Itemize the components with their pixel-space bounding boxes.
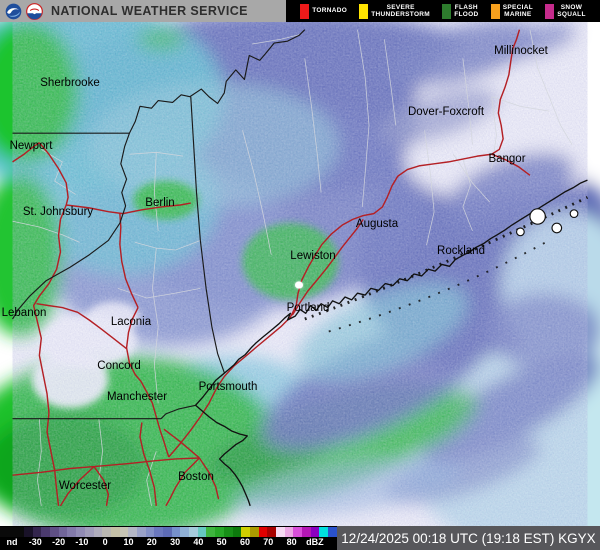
colorbar-label-80: 80: [286, 537, 297, 547]
nws-logo-icon: [26, 2, 43, 20]
reflectivity-colorbar: nd -30 -20 -10 0 10 20 30 40 50 60 70 80 dBZ: [0, 526, 337, 550]
header-brand: NATIONAL WEATHER SERVICE: [0, 0, 286, 22]
colorbar-label-30: 30: [170, 537, 181, 547]
header-bar: NATIONAL WEATHER SERVICE TORNADO SEVERE T…: [0, 0, 600, 22]
colorbar-cell: [0, 527, 24, 537]
colorbar-cell: [163, 527, 172, 537]
colorbar-cell: [302, 527, 311, 537]
special-marine-swatch: [490, 3, 500, 19]
radar-precipitation-layer: [0, 22, 600, 526]
colorbar-label-10: 10: [123, 537, 134, 547]
colorbar-cell: [223, 527, 233, 537]
colorbar-cell: [76, 527, 85, 537]
highways: [12, 29, 531, 507]
colorbar-label-40: 40: [193, 537, 204, 547]
legend-item-tornado: TORNADO: [300, 3, 348, 19]
colorbar-cell: [275, 527, 285, 537]
colorbar-label-60: 60: [239, 537, 251, 547]
snow-squall-label: SNOW SQUALL: [557, 3, 586, 18]
colorbar-cell: [189, 527, 198, 537]
colorbar-label-dBZ: dBZ: [306, 537, 324, 547]
colorbar-cell: [58, 527, 68, 537]
colorbar-cell: [154, 527, 163, 537]
colorbar-label-0: 0: [102, 537, 108, 547]
colorbar-cell: [180, 527, 190, 537]
flash-flood-label: FLASH FLOOD: [454, 3, 479, 18]
colorbar-labels: nd -30 -20 -10 0 10 20 30 40 50 60 70 80 dBZ: [0, 537, 337, 550]
colorbar-cell: [197, 527, 207, 537]
tornado-swatch: [300, 3, 310, 19]
header-title: NATIONAL WEATHER SERVICE: [51, 4, 248, 18]
legend-item-flash-flood: FLASH FLOOD: [442, 3, 479, 19]
colorbar-cell: [67, 527, 77, 537]
colorbar-cell: [32, 527, 42, 537]
noise-overlay-dark: [12, 22, 588, 526]
flash-flood-swatch: [442, 3, 452, 19]
colorbar-label--30: -30: [28, 537, 42, 547]
tornado-label: TORNADO: [312, 7, 348, 15]
colorbar-cell: [171, 527, 181, 537]
legend-item-snow-squall: SNOW SQUALL: [545, 3, 586, 19]
colorbar-cell: [293, 527, 302, 537]
colorbar-cell: [249, 527, 259, 537]
colorbar-cell: [50, 527, 59, 537]
colorbar-label-50: 50: [216, 537, 227, 547]
colorbar-cell: [93, 527, 103, 537]
snow-squall-swatch: [545, 3, 555, 19]
severe-thunderstorm-label: SEVERE THUNDERSTORM: [371, 3, 431, 18]
colorbar-label--10: -10: [75, 537, 89, 547]
colorbar-label-70: 70: [263, 537, 274, 547]
colorbar-cell: [284, 527, 294, 537]
state-borders: [12, 29, 306, 420]
warning-legend: TORNADO SEVERE THUNDERSTORM FLASH FLOOD SPE…: [286, 0, 600, 22]
colorbar-cell: [241, 527, 250, 537]
colorbar-cell: [310, 527, 320, 537]
coastline: [195, 179, 589, 507]
special-marine-label: SPECIAL MARINE: [502, 3, 533, 18]
colorbar-label-nd: nd: [6, 537, 18, 547]
colorbar-scale: [0, 527, 337, 537]
colorbar-cell: [319, 527, 329, 537]
radar-map[interactable]: [0, 22, 600, 526]
legend-item-severe-thunderstorm: SEVERE THUNDERSTORM: [359, 3, 431, 19]
severe-thunderstorm-swatch: [359, 3, 369, 19]
colorbar-cell: [206, 527, 216, 537]
noaa-logo-icon: [5, 3, 22, 19]
timestamp: 12/24/2025 00:18 UTC (19:18 EST) KGYX: [341, 530, 596, 546]
colorbar-cell: [128, 527, 137, 537]
colorbar-cell: [328, 527, 337, 537]
colorbar-cell: [41, 527, 51, 537]
bottom-bar: nd -30 -20 -10 0 10 20 30 40 50 60 70 80 dBZ 12/24/20…: [0, 526, 600, 550]
colorbar-cell: [232, 527, 242, 537]
colorbar-cell: [102, 527, 111, 537]
colorbar-cell: [24, 527, 33, 537]
colorbar-label-20: 20: [146, 537, 157, 547]
legend-item-special-marine: SPECIAL MARINE: [490, 3, 533, 19]
status-bar: 12/24/2025 00:18 UTC (19:18 EST) KGYX: [337, 526, 600, 550]
colorbar-cell: [110, 527, 120, 537]
colorbar-cell: [258, 527, 268, 537]
colorbar-label--20: -20: [52, 537, 66, 547]
colorbar-cell: [267, 527, 276, 537]
colorbar-cell: [145, 527, 155, 537]
county-borders: [12, 29, 573, 506]
colorbar-cell: [215, 527, 224, 537]
colorbar-cell: [136, 527, 146, 537]
colorbar-cell: [119, 527, 129, 537]
colorbar-cell: [84, 527, 94, 537]
